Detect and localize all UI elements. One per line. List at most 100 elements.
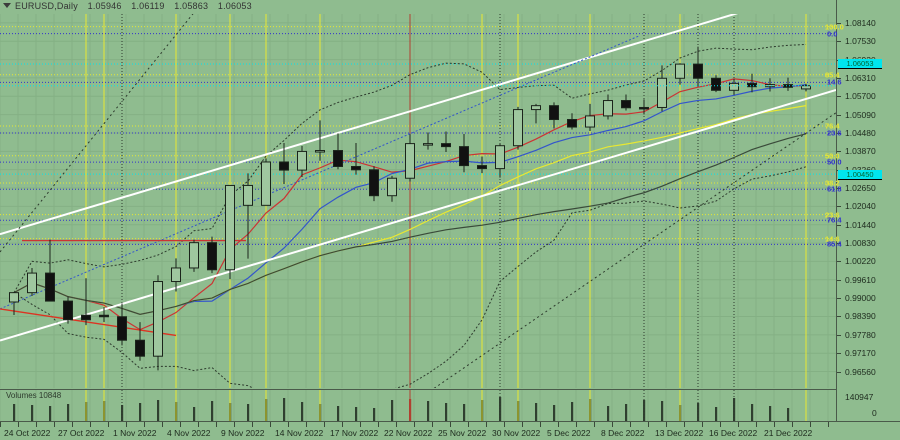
candle-bullish[interactable] xyxy=(495,145,505,170)
volume-bar[interactable] xyxy=(499,397,502,422)
volume-bar[interactable] xyxy=(31,405,34,422)
volume-bar[interactable] xyxy=(463,404,466,422)
candle-bearish[interactable] xyxy=(693,63,703,79)
candle-bullish[interactable] xyxy=(405,143,415,179)
volume-bar[interactable] xyxy=(535,403,538,422)
candle-bullish[interactable] xyxy=(585,115,595,128)
quote-open: 1.05946 xyxy=(87,1,122,11)
candle-bullish[interactable] xyxy=(513,109,523,147)
candle-bullish[interactable] xyxy=(261,161,271,206)
candle-bearish[interactable] xyxy=(63,300,73,321)
trend-line-resistance[interactable] xyxy=(0,239,246,337)
time-axis-tick xyxy=(720,422,721,427)
volume-bar[interactable] xyxy=(391,400,394,422)
candle-bullish[interactable] xyxy=(423,143,433,146)
candle-bearish[interactable] xyxy=(639,106,649,110)
price-plot[interactable] xyxy=(0,14,836,388)
volume-bar[interactable] xyxy=(49,406,52,422)
price-chart-pane[interactable] xyxy=(0,14,836,388)
candle-bullish[interactable] xyxy=(387,177,397,197)
candle-bullish[interactable] xyxy=(801,85,811,90)
candle-bearish[interactable] xyxy=(369,169,379,197)
candle-bearish[interactable] xyxy=(621,100,631,109)
candle-bearish[interactable] xyxy=(711,77,721,91)
candle-bearish[interactable] xyxy=(333,150,343,167)
candle-bearish[interactable] xyxy=(477,165,487,170)
volume-bar[interactable] xyxy=(571,402,574,422)
volume-pane[interactable] xyxy=(0,389,836,422)
candle-bearish[interactable] xyxy=(279,161,289,171)
candle-bullish[interactable] xyxy=(153,281,163,357)
volume-bar[interactable] xyxy=(787,408,790,422)
price-axis-label: 1.04480 xyxy=(845,127,876,138)
regression-channel[interactable] xyxy=(0,14,836,342)
volume-bar[interactable] xyxy=(427,401,430,422)
candlestick-series[interactable] xyxy=(9,46,811,371)
candle-bullish[interactable] xyxy=(27,272,37,294)
volume-bar[interactable] xyxy=(247,404,250,422)
volume-bar[interactable] xyxy=(211,401,214,422)
time-axis-tick xyxy=(432,422,433,427)
candle-bearish[interactable] xyxy=(207,242,217,271)
volume-bar[interactable] xyxy=(715,407,718,422)
price-axis[interactable]: 1.081401.075301.069201.063101.057001.050… xyxy=(836,0,900,421)
candle-bearish[interactable] xyxy=(747,82,757,88)
candle-bearish[interactable] xyxy=(441,143,451,148)
time-axis-label: 27 Oct 2022 xyxy=(58,428,105,438)
volume-bar[interactable] xyxy=(769,406,772,422)
candle-bearish[interactable] xyxy=(567,119,577,128)
candle-bearish[interactable] xyxy=(351,165,361,171)
candle-bearish[interactable] xyxy=(783,84,793,88)
volume-bar[interactable] xyxy=(355,407,358,422)
volume-bar[interactable] xyxy=(607,406,610,422)
candle-bearish[interactable] xyxy=(135,339,145,357)
time-axis-tick xyxy=(36,422,37,427)
volume-bar[interactable] xyxy=(553,405,556,422)
time-axis-tick xyxy=(522,422,523,427)
candle-bearish[interactable] xyxy=(117,316,127,341)
triangle-down-icon[interactable] xyxy=(3,3,11,8)
candle-bearish[interactable] xyxy=(549,105,559,121)
candle-bullish[interactable] xyxy=(315,150,325,153)
candle-bullish[interactable] xyxy=(171,267,181,283)
candle-bullish[interactable] xyxy=(657,77,667,108)
volume-bar[interactable] xyxy=(283,398,286,422)
time-axis[interactable]: 24 Oct 2022 27 Oct 2022 1 Nov 2022 4 Nov 20… xyxy=(0,408,900,440)
candle-bearish[interactable] xyxy=(45,272,55,302)
candle-bullish[interactable] xyxy=(297,150,307,171)
volume-bar[interactable] xyxy=(661,401,664,422)
volume-bar[interactable] xyxy=(445,403,448,422)
volume-bar[interactable] xyxy=(67,404,70,422)
candle-bullish[interactable] xyxy=(531,105,541,111)
price-axis-label: 1.00830 xyxy=(845,238,876,249)
fibonacci-level-label: 50.0 xyxy=(827,157,842,167)
candle-bullish[interactable] xyxy=(675,63,685,79)
candle-bullish[interactable] xyxy=(189,242,199,269)
time-axis-tick xyxy=(306,422,307,427)
volume-bar[interactable] xyxy=(301,402,304,422)
volume-bar[interactable] xyxy=(13,404,16,422)
candle-bearish[interactable] xyxy=(99,314,109,318)
volume-bar[interactable] xyxy=(697,403,700,422)
candle-bullish[interactable] xyxy=(9,292,19,303)
candle-bullish[interactable] xyxy=(729,82,739,91)
volume-bar[interactable] xyxy=(751,404,754,422)
candle-bullish[interactable] xyxy=(243,184,253,206)
candle-bearish[interactable] xyxy=(81,314,91,321)
candle-bearish[interactable] xyxy=(459,146,469,167)
volume-bar[interactable] xyxy=(121,405,124,422)
volume-plot[interactable] xyxy=(0,390,836,422)
volume-bar[interactable] xyxy=(193,407,196,422)
candle-bullish[interactable] xyxy=(225,184,235,271)
volume-bar[interactable] xyxy=(139,403,142,422)
candle-bullish[interactable] xyxy=(603,100,613,117)
volume-bar[interactable] xyxy=(625,404,628,422)
auxiliary-trend-lines xyxy=(0,14,836,388)
volume-bar[interactable] xyxy=(373,408,376,422)
volume-bar[interactable] xyxy=(733,398,736,422)
volume-bar[interactable] xyxy=(157,400,160,422)
candle-bullish[interactable] xyxy=(765,84,775,88)
volume-bar[interactable] xyxy=(337,406,340,422)
price-axis-tick xyxy=(837,77,841,79)
